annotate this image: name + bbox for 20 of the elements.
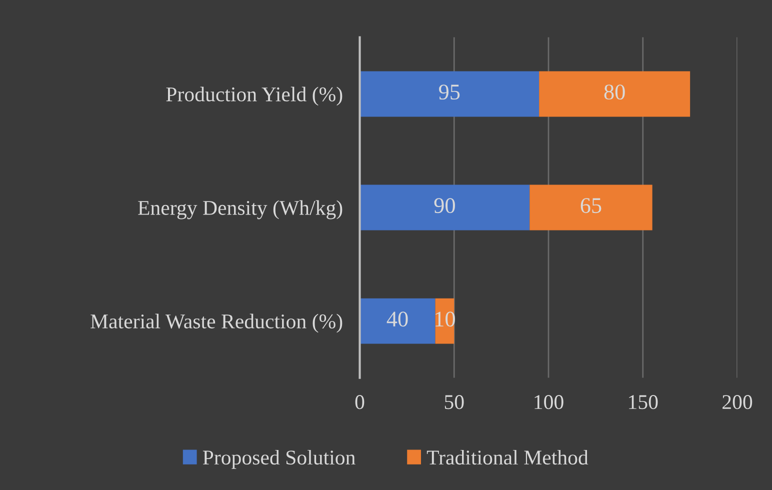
data-label: 90 xyxy=(434,198,455,214)
x-tick-label: 0 xyxy=(355,395,364,410)
data-label: 95 xyxy=(439,84,460,100)
data-label: 80 xyxy=(604,84,625,100)
data-label: 40 xyxy=(386,312,408,327)
x-tick-label: 50 xyxy=(444,395,464,410)
legend-label: Traditional Method xyxy=(426,450,588,465)
bar xyxy=(530,184,652,230)
x-tick-label: 200 xyxy=(722,395,752,410)
x-tick-label: 150 xyxy=(629,395,658,410)
data-label: 65 xyxy=(580,198,602,214)
bar xyxy=(360,184,530,230)
y-tick-label: Energy Density (Wh/kg) xyxy=(138,200,342,220)
y-tick-label: Material Waste Reduction (%) xyxy=(90,314,342,333)
y-tick-label: Production Yield (%) xyxy=(166,86,342,106)
bar xyxy=(539,71,690,117)
bar xyxy=(360,71,540,117)
legend-label: Proposed Solution xyxy=(202,450,356,469)
x-tick-label: 100 xyxy=(534,395,564,410)
bar xyxy=(360,298,436,344)
